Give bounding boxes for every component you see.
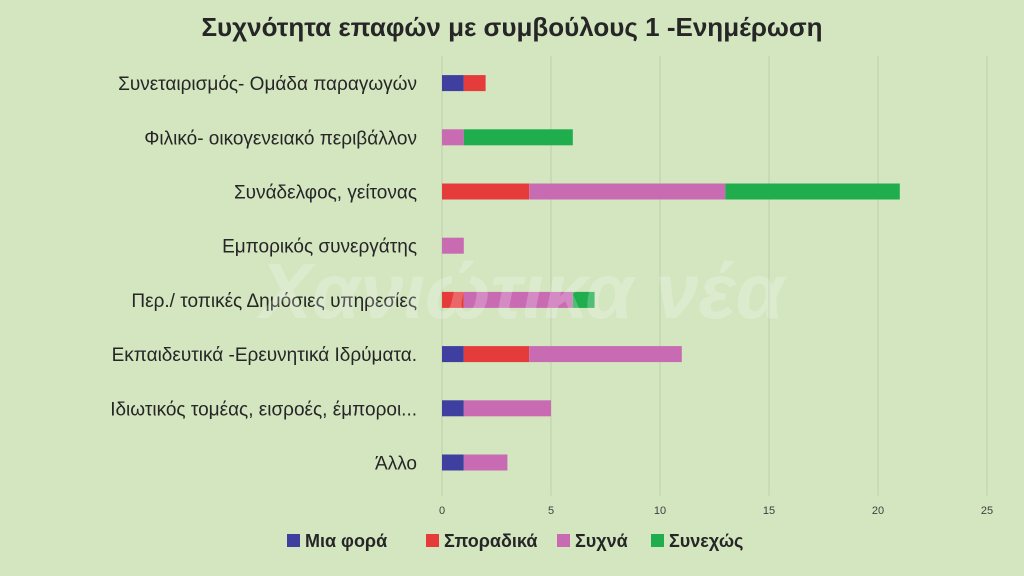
bars bbox=[442, 75, 900, 471]
bar-segment bbox=[529, 346, 682, 363]
category-label: Εμπορικός συνεργάτης bbox=[222, 237, 417, 258]
bar-segment bbox=[463, 400, 551, 417]
legend-label: Σποραδικά bbox=[444, 531, 537, 551]
bar-segment bbox=[442, 454, 464, 471]
chart-title: Συχνότητα επαφών με συμβούλους 1 -Ενημέρ… bbox=[201, 12, 822, 42]
bar-segment bbox=[529, 183, 726, 200]
x-tick-label: 5 bbox=[548, 505, 554, 517]
x-tick-label: 15 bbox=[763, 505, 775, 517]
category-label: Εκπαιδευτικά -Ερευνητικά Ιδρύματα. bbox=[112, 345, 417, 366]
bar-segment bbox=[442, 129, 464, 146]
category-labels: Συνεταιρισμός- Ομάδα παραγωγών Φιλικό- οι… bbox=[110, 74, 417, 474]
x-tick-label: 10 bbox=[654, 505, 666, 517]
bar-segment bbox=[463, 291, 573, 308]
x-tick-label: 0 bbox=[439, 505, 445, 517]
bar-segment bbox=[442, 400, 464, 417]
legend-swatch bbox=[426, 534, 439, 547]
bar-segment bbox=[463, 129, 573, 146]
legend-swatch bbox=[557, 534, 570, 547]
bar-segment bbox=[442, 291, 464, 308]
bar-segment bbox=[442, 75, 464, 92]
bar-segment bbox=[442, 183, 530, 200]
bar-segment bbox=[463, 75, 486, 92]
x-axis-ticks: 0 5 10 15 20 25 bbox=[439, 505, 993, 517]
bar-segment bbox=[463, 346, 530, 363]
category-label: Συνεταιρισμός- Ομάδα παραγωγών bbox=[118, 74, 417, 95]
bar-segment bbox=[442, 346, 464, 363]
legend-swatch bbox=[651, 534, 664, 547]
legend: Μια φορά Σποραδικά Συχνά Συνεχώς bbox=[287, 531, 743, 551]
gridlines bbox=[441, 56, 988, 496]
legend-label: Συνεχώς bbox=[669, 531, 743, 551]
bar-segment bbox=[463, 454, 508, 471]
legend-label: Μια φορά bbox=[305, 531, 387, 551]
legend-swatch bbox=[287, 534, 300, 547]
x-tick-label: 20 bbox=[872, 505, 884, 517]
category-label: Συνάδελφος, γείτονας bbox=[234, 183, 417, 204]
category-label: Ιδιωτικός τομέας, εισροές, έμποροι... bbox=[110, 399, 417, 420]
category-label: Άλλο bbox=[375, 454, 417, 475]
bar-segment bbox=[572, 291, 595, 308]
category-label: Περ./ τοπικές Δημόσιες υπηρεσίες bbox=[131, 291, 417, 312]
x-tick-label: 25 bbox=[981, 505, 993, 517]
legend-label: Συχνά bbox=[575, 531, 628, 551]
watermark: Χανιώτικα νέα bbox=[256, 247, 788, 335]
category-label: Φιλικό- οικογενειακό περιβάλλον bbox=[144, 128, 417, 149]
bar-segment bbox=[442, 237, 464, 254]
bar-segment bbox=[725, 183, 900, 200]
